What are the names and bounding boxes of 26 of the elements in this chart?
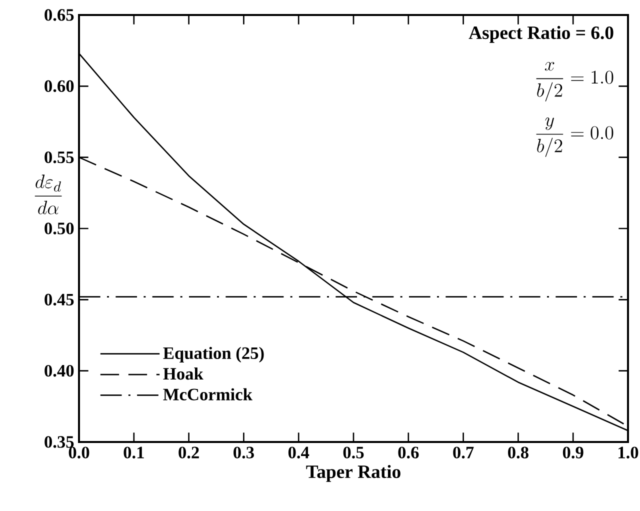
y-tick-label: 0.60: [44, 80, 74, 92]
x-tick-label: 1.0: [618, 446, 638, 458]
annotation: $\frac{y}{b/2} = 0.0$: [536, 118, 614, 157]
y-tick-label: 0.40: [44, 364, 74, 377]
x-tick-label: 0.7: [453, 446, 474, 458]
x-tick-label: 0.0: [68, 446, 90, 458]
x-tick-label: 0.2: [178, 446, 199, 458]
x-tick-label: 0.5: [343, 446, 364, 458]
y-tick-label: 0.50: [44, 222, 74, 234]
x-tick-label: 0.1: [124, 446, 144, 458]
y-tick-label: 0.45: [44, 294, 74, 306]
annotation: $\frac{x}{b/2} = 1.0$: [536, 62, 614, 102]
legend-label: Equation (25): [163, 346, 264, 363]
x-tick-label: 0.3: [234, 446, 254, 458]
legend-label: Hoak: [163, 368, 204, 380]
annotation: Aspect Ratio = 6.0: [468, 26, 614, 43]
x-tick-label: 0.6: [398, 446, 419, 458]
legend-label: McCormick: [163, 388, 252, 400]
x-axis-title: Taper Ratio: [306, 464, 400, 482]
y-tick-label: 0.35: [44, 436, 74, 448]
y-axis-title: $\frac{d\varepsilon_d}{d\alpha}$: [34, 174, 62, 214]
y-tick-label: 0.55: [44, 151, 74, 164]
x-tick-label: 0.4: [288, 446, 310, 458]
x-tick-label: 0.8: [508, 446, 528, 458]
y-tick-label: 0.65: [44, 9, 74, 21]
x-tick-label: 0.9: [562, 446, 584, 458]
